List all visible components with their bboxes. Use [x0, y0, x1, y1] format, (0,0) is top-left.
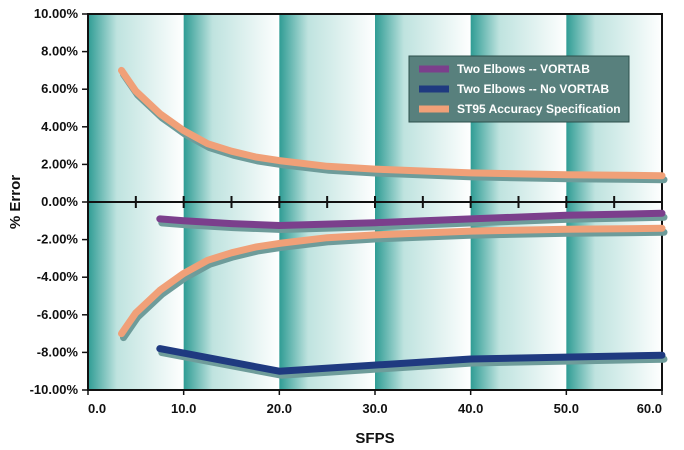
y-tick-label: 0.00%	[41, 194, 78, 209]
series-2-line-lower-group	[118, 224, 668, 342]
series-2-line-group	[118, 66, 668, 184]
y-tick-label: 4.00%	[41, 119, 78, 134]
y-tick-label: -4.00%	[37, 269, 79, 284]
series-0-line-group	[156, 209, 668, 233]
series-1-line	[156, 345, 666, 375]
series-2-line-lower	[118, 224, 666, 338]
series-1-line-group	[156, 345, 668, 379]
legend-label: ST95 Accuracy Specification	[457, 102, 621, 116]
series-0-line	[156, 209, 666, 229]
x-axis: 0.0 10.0 20.0 30.0 40.0 50.0 60.0	[87, 390, 663, 416]
y-tick-label: 10.00%	[34, 6, 79, 21]
y-tick-label: 2.00%	[41, 156, 78, 171]
x-tick-label: 40.0	[458, 401, 483, 416]
zero-line	[88, 196, 662, 208]
series-layer	[118, 66, 668, 379]
x-tick-label: 0.0	[88, 401, 106, 416]
y-tick-label: -8.00%	[37, 344, 79, 359]
series-0-line-shadow	[158, 213, 668, 233]
legend-label: Two Elbows -- No VORTAB	[457, 82, 610, 96]
y-axis: 10.00% 8.00% 6.00% 4.00% 2.00% 0.00% -2.00% -4.…	[30, 6, 88, 397]
y-tick-label: -10.00%	[30, 382, 79, 397]
y-tick-label: -2.00%	[37, 232, 79, 247]
y-axis-title: % Error	[7, 175, 24, 229]
y-tick-label: -6.00%	[37, 307, 79, 322]
legend: Two Elbows -- VORTAB Two Elbows -- No VOR…	[408, 55, 630, 123]
x-tick-label: 30.0	[362, 401, 387, 416]
x-tick-label: 20.0	[267, 401, 292, 416]
series-1-line-shadow	[158, 349, 668, 379]
x-tick-label: 10.0	[171, 401, 196, 416]
legend-label: Two Elbows -- VORTAB	[457, 62, 590, 76]
y-tick-label: 8.00%	[41, 44, 78, 59]
x-tick-label: 60.0	[637, 401, 662, 416]
y-tick-label: 6.00%	[41, 81, 78, 96]
x-tick-label: 50.0	[554, 401, 579, 416]
series-2-line-lower-shadow	[120, 228, 668, 342]
series-2-line	[118, 66, 666, 180]
x-axis-title: SFPS	[355, 430, 394, 447]
